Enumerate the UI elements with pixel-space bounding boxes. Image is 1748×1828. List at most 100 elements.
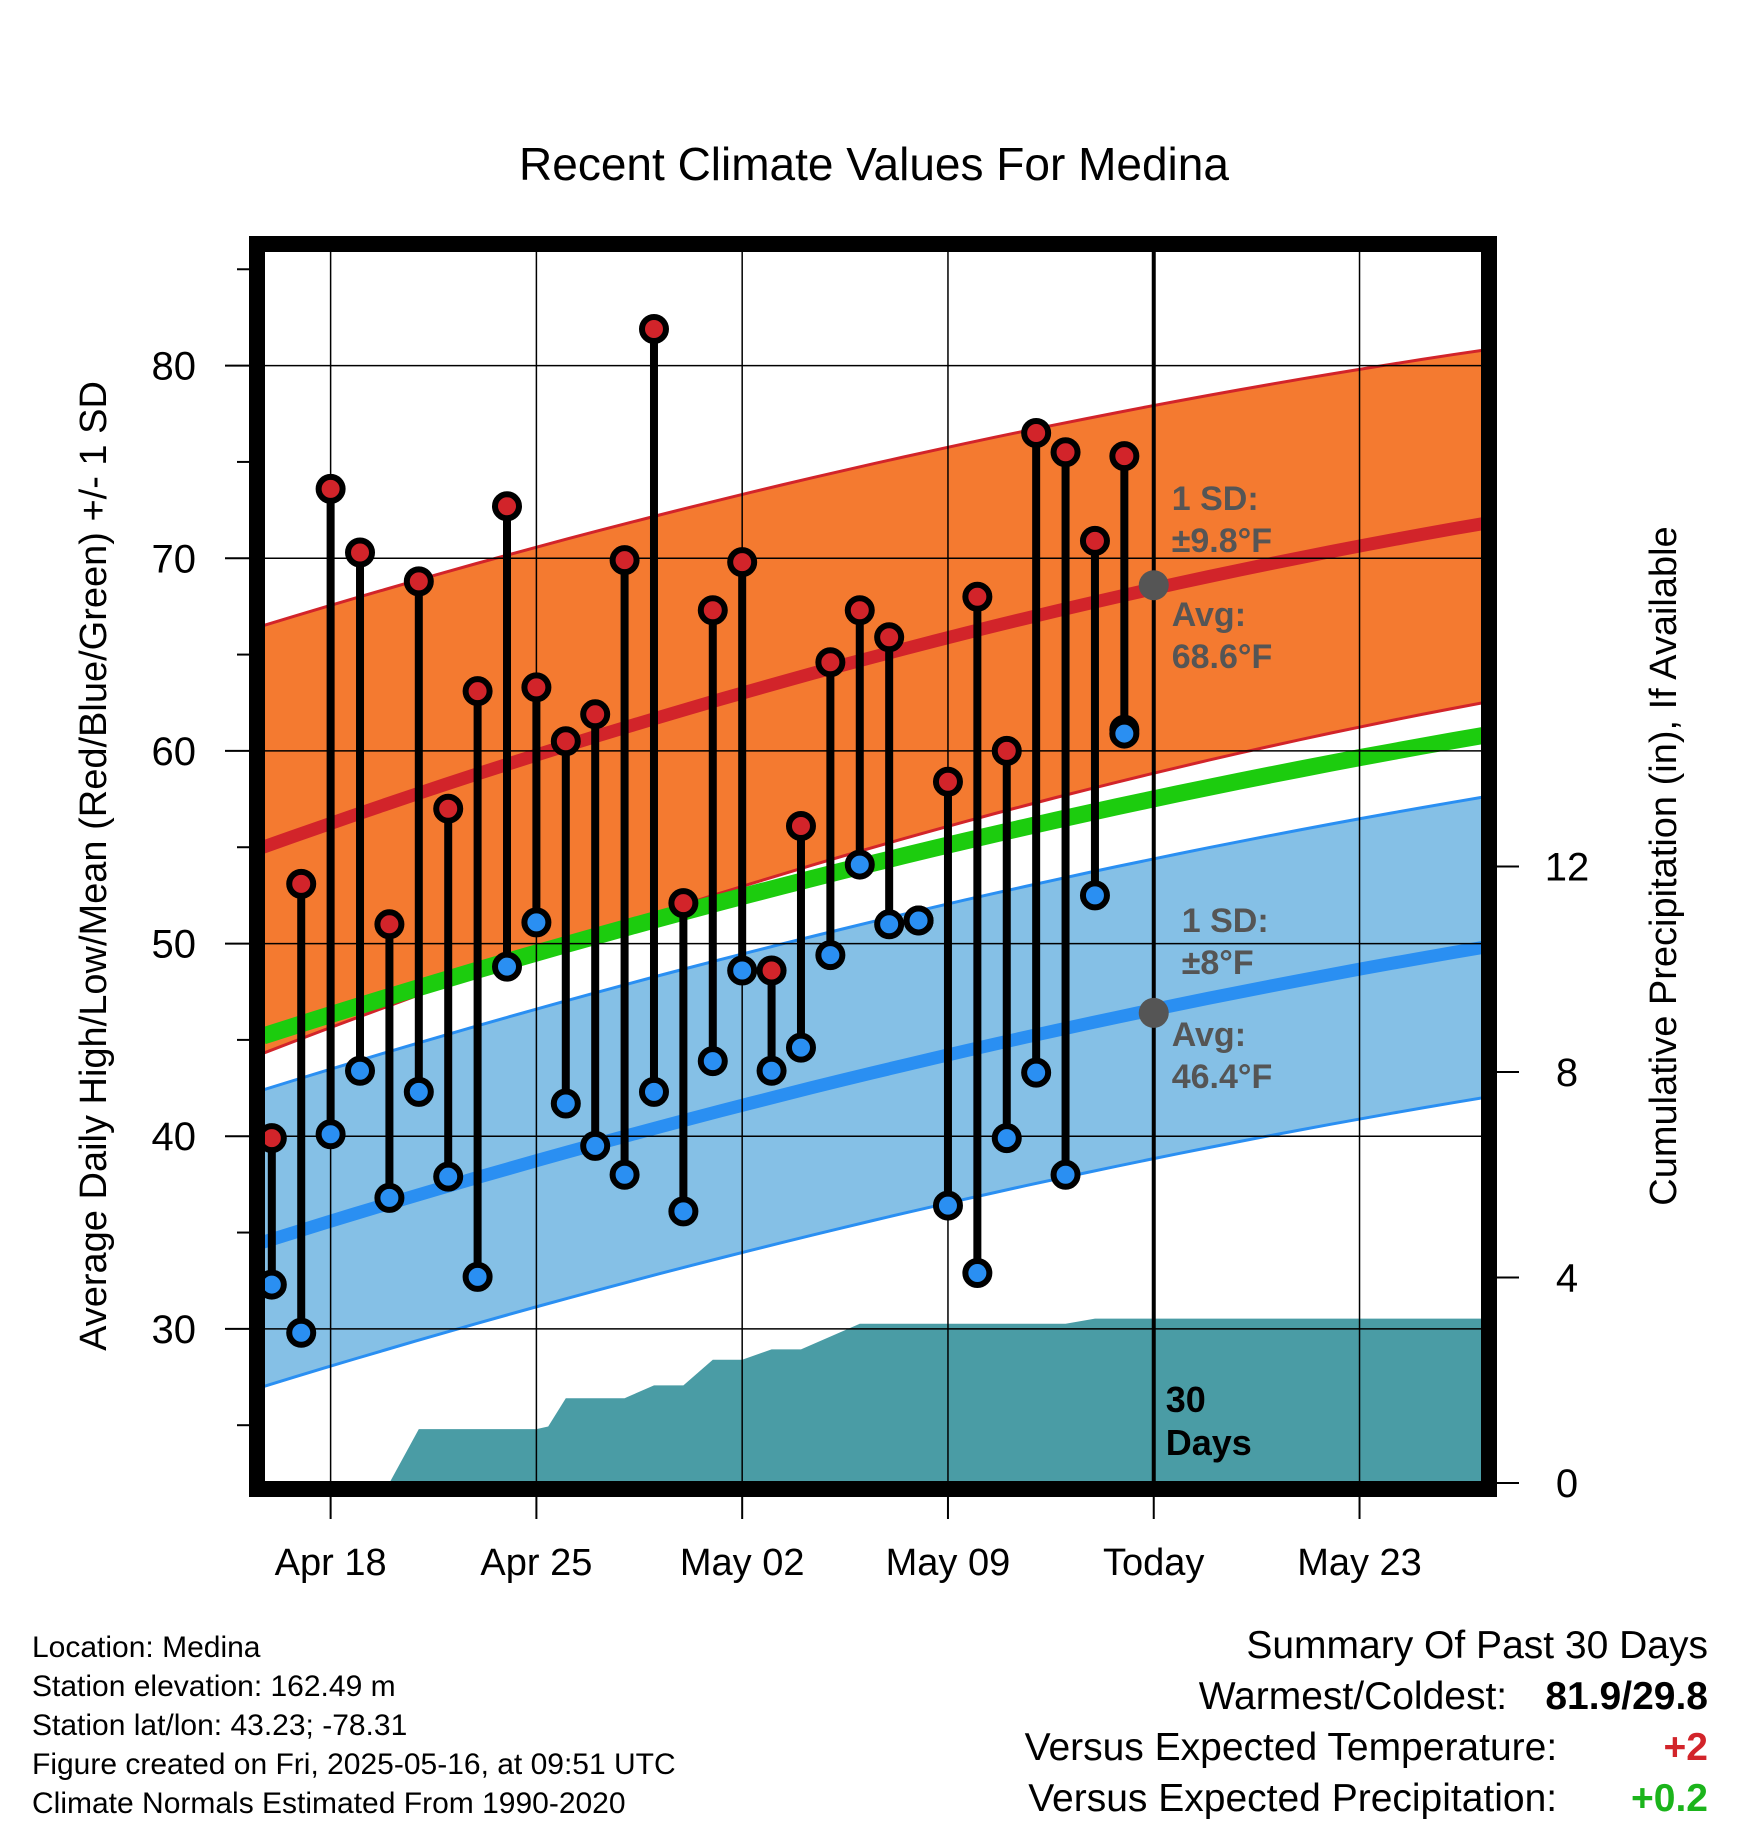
low-point bbox=[668, 1196, 699, 1227]
high-point bbox=[1050, 437, 1081, 468]
low-point bbox=[1021, 1057, 1052, 1088]
y2-tick-label: 8 bbox=[1556, 1051, 1578, 1095]
x-axis-label: Day bbox=[838, 1605, 909, 1610]
precip-label: Versus Expected Precipitation: bbox=[1028, 1777, 1558, 1820]
y-axis-label: Average Daily High/Low/Mean (Red/Blue/Gr… bbox=[73, 381, 115, 1351]
low-point bbox=[638, 1076, 669, 1107]
chart-title: Recent Climate Values For Medina bbox=[519, 138, 1229, 190]
high-sd-value: ±9.8°F bbox=[1172, 522, 1272, 560]
summary-precip-row: Versus Expected Precipitation: +0.2 bbox=[1025, 1773, 1708, 1824]
y-tick-label: 50 bbox=[152, 923, 197, 967]
high-point bbox=[315, 473, 346, 504]
normals-text: Climate Normals Estimated From 1990-2020 bbox=[32, 1787, 626, 1820]
low-point bbox=[1050, 1159, 1081, 1190]
low-point bbox=[844, 849, 875, 880]
high-sd-label: 1 SD: bbox=[1172, 480, 1259, 518]
latlon-text: Station lat/lon: 43.23; -78.31 bbox=[32, 1709, 408, 1742]
low-point bbox=[1079, 880, 1110, 911]
summary-warmest-row: Warmest/Coldest: 81.9/29.8 bbox=[1025, 1671, 1708, 1722]
warmest-value: 81.9/29.8 bbox=[1545, 1675, 1708, 1718]
y2-tick-label: 4 bbox=[1556, 1257, 1578, 1301]
temp-label: Versus Expected Temperature: bbox=[1024, 1726, 1558, 1769]
low-point bbox=[521, 907, 552, 938]
high-point bbox=[550, 726, 581, 757]
low-sd-upper-line bbox=[263, 795, 1483, 1092]
low-point bbox=[727, 955, 758, 986]
low-point bbox=[903, 905, 934, 936]
low-point bbox=[1109, 718, 1140, 749]
low-sd-lower-line bbox=[263, 1096, 1483, 1389]
warmest-label: Warmest/Coldest: bbox=[1198, 1675, 1508, 1718]
high-point bbox=[433, 793, 464, 824]
y-tick-label: 60 bbox=[152, 730, 197, 774]
y2-tick-label: 12 bbox=[1545, 846, 1590, 890]
x-tick-label: May 09 bbox=[886, 1542, 1011, 1584]
high-point bbox=[815, 647, 846, 678]
high-point bbox=[962, 581, 993, 612]
x-tick-label: Apr 18 bbox=[275, 1542, 387, 1584]
low-point bbox=[286, 1317, 317, 1348]
high-point bbox=[668, 888, 699, 919]
high-point bbox=[1021, 418, 1052, 449]
high-point bbox=[286, 868, 317, 899]
low-point bbox=[580, 1130, 611, 1161]
summary-temp-row: Versus Expected Temperature: +2 bbox=[1025, 1722, 1708, 1773]
summary-title: Summary Of Past 30 Days bbox=[1246, 1624, 1708, 1667]
low-point bbox=[991, 1123, 1022, 1154]
y2-axis-label: Cumulative Precipitation (in), If Availa… bbox=[1643, 526, 1685, 1205]
high-point bbox=[403, 566, 434, 597]
y-tick-label: 30 bbox=[152, 1308, 197, 1352]
high-point bbox=[932, 766, 963, 797]
precip-value: +0.2 bbox=[1631, 1777, 1708, 1820]
low-point bbox=[492, 951, 522, 982]
low-normal-line bbox=[263, 940, 1483, 1249]
low-point bbox=[609, 1159, 640, 1190]
x-tick-label: May 23 bbox=[1297, 1542, 1422, 1584]
high-point bbox=[638, 313, 669, 344]
days-count-label: 30 bbox=[1166, 1379, 1206, 1420]
low-point bbox=[315, 1119, 346, 1150]
low-point bbox=[263, 1269, 287, 1300]
low-sd-band bbox=[263, 797, 1483, 1387]
high-point bbox=[785, 811, 816, 842]
location-text: Location: Medina bbox=[32, 1631, 261, 1664]
summary-panel: Summary Of Past 30 Days Warmest/Coldest:… bbox=[1025, 1620, 1708, 1824]
low-point bbox=[785, 1032, 816, 1063]
temp-value: +2 bbox=[1663, 1726, 1708, 1769]
low-point bbox=[403, 1076, 434, 1107]
high-point bbox=[580, 699, 611, 730]
low-point bbox=[550, 1088, 581, 1119]
high-avg-value: 68.6°F bbox=[1172, 638, 1273, 676]
high-point bbox=[374, 909, 405, 940]
high-point bbox=[521, 672, 552, 703]
high-point bbox=[756, 955, 787, 986]
created-text: Figure created on Fri, 2025-05-16, at 09… bbox=[32, 1748, 676, 1781]
days-word-label: Days bbox=[1166, 1422, 1252, 1463]
low-point bbox=[932, 1190, 963, 1221]
high-point bbox=[697, 595, 728, 626]
high-point bbox=[462, 676, 493, 707]
high-point bbox=[609, 545, 640, 576]
low-point bbox=[374, 1182, 405, 1213]
low-point bbox=[815, 940, 846, 971]
low-sd-label: 1 SD: bbox=[1182, 902, 1269, 940]
low-point bbox=[962, 1258, 993, 1289]
low-point bbox=[345, 1055, 376, 1086]
high-point bbox=[1109, 441, 1140, 472]
high-point bbox=[492, 491, 522, 522]
station-info: Location: Medina Station elevation: 162.… bbox=[32, 1628, 676, 1823]
high-sd-upper-line bbox=[263, 348, 1483, 628]
high-point bbox=[874, 622, 905, 653]
elevation-text: Station elevation: 162.49 m bbox=[32, 1670, 396, 1703]
plot-area: 1 SD: ±9.8°F Avg: 68.6°F 1 SD: ±8°F Avg: 46.4°F… bbox=[263, 250, 1483, 1483]
high-avg-label: Avg: bbox=[1172, 596, 1246, 634]
y-tick-label: 40 bbox=[152, 1115, 197, 1159]
high-point bbox=[345, 537, 376, 568]
high-normal-line bbox=[263, 517, 1483, 854]
high-point bbox=[1079, 525, 1110, 556]
y2-tick-label: 0 bbox=[1556, 1462, 1578, 1506]
y-tick-label: 80 bbox=[152, 345, 197, 389]
x-tick-label: May 02 bbox=[680, 1542, 805, 1584]
low-sd-value: ±8°F bbox=[1182, 944, 1254, 982]
plot-frame bbox=[249, 236, 1497, 1497]
